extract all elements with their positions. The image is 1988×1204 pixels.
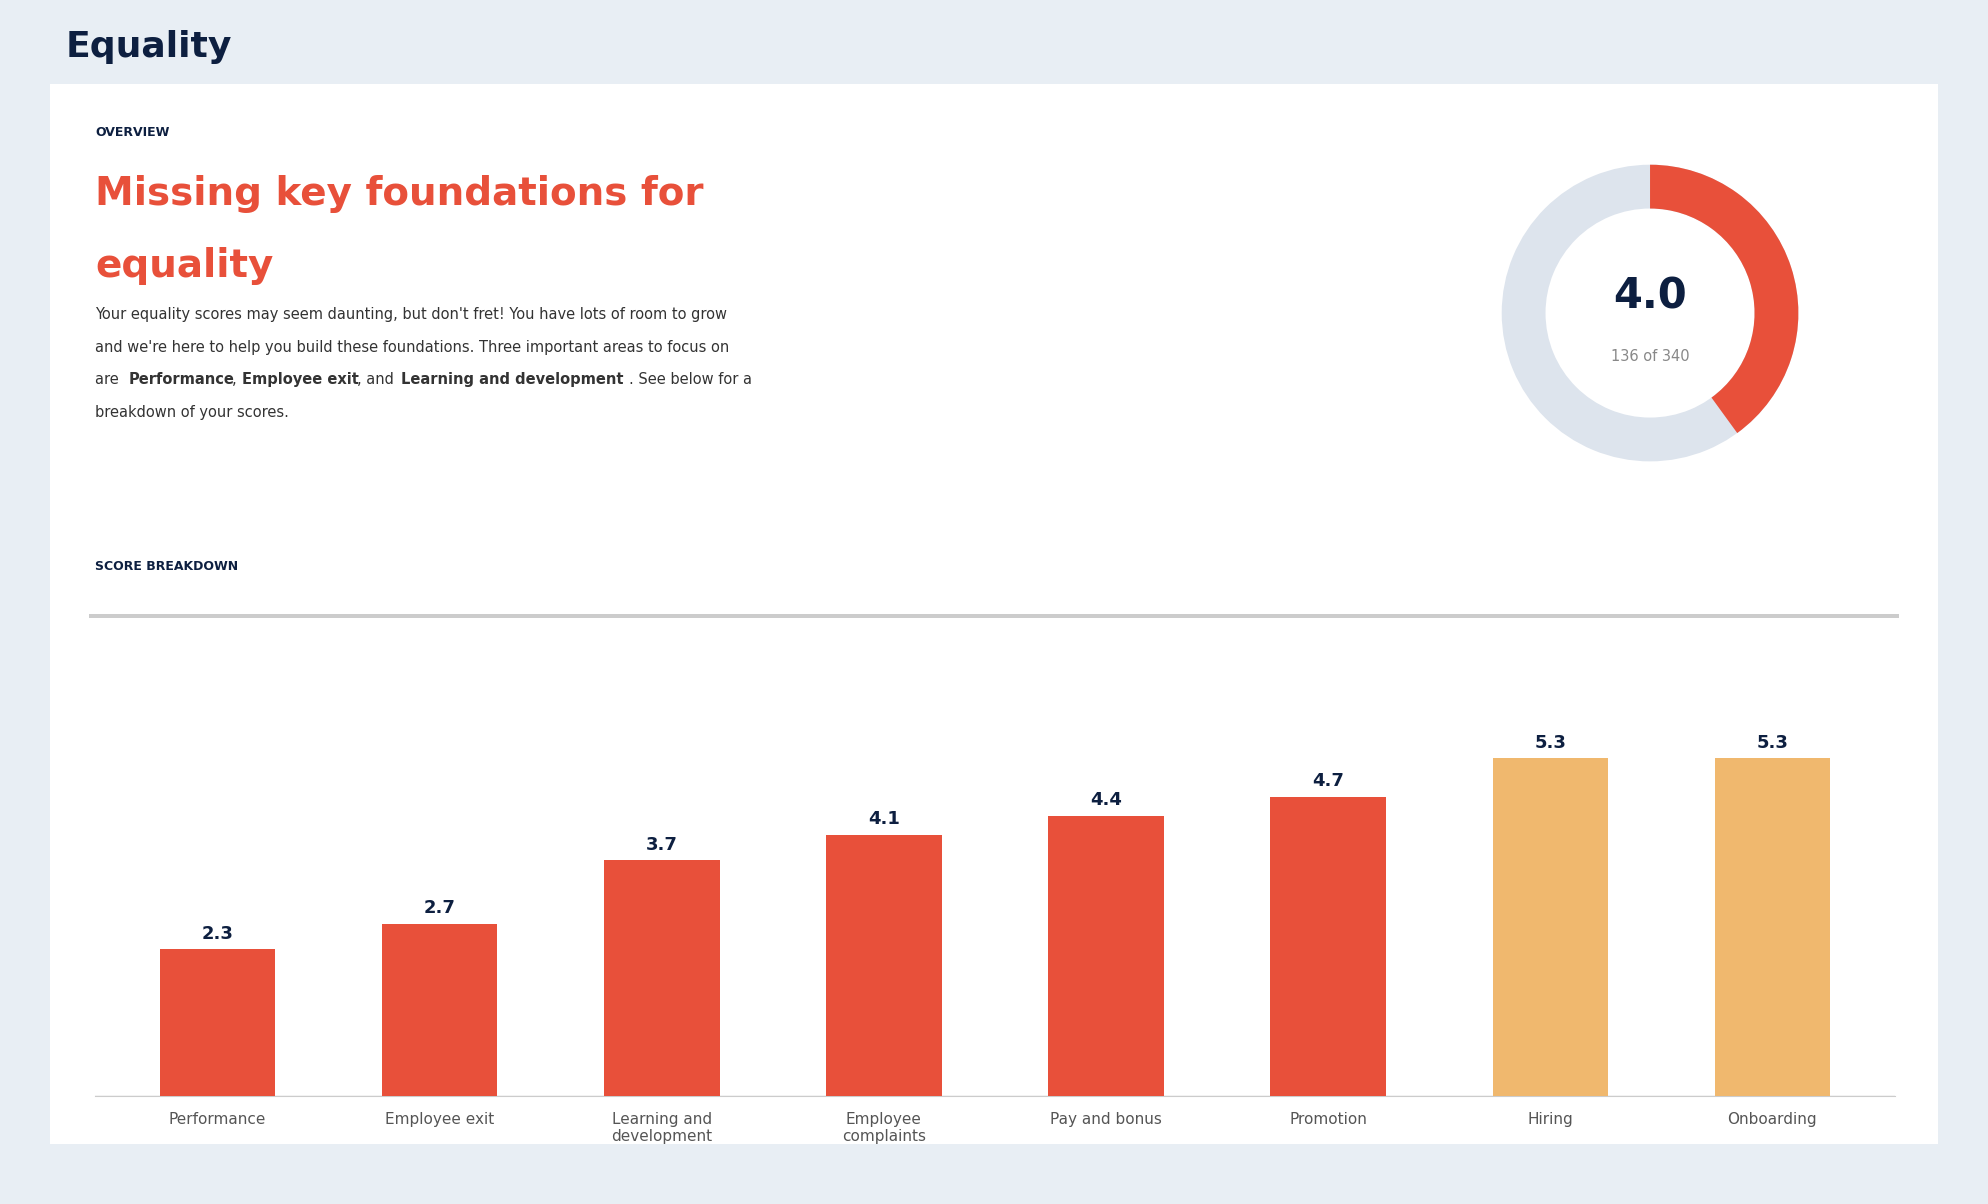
Text: Missing key foundations for: Missing key foundations for <box>95 175 704 213</box>
Text: are: are <box>95 372 123 386</box>
Wedge shape <box>1501 165 1799 461</box>
Text: , and: , and <box>358 372 394 386</box>
Bar <box>159 949 276 1096</box>
Bar <box>1048 815 1163 1096</box>
Bar <box>604 860 720 1096</box>
Text: equality: equality <box>95 247 274 285</box>
Text: Your equality scores may seem daunting, but don't fret! You have lots of room to: Your equality scores may seem daunting, … <box>95 307 728 321</box>
Bar <box>382 923 497 1096</box>
Wedge shape <box>1650 165 1799 433</box>
Text: 4.0: 4.0 <box>1612 276 1688 317</box>
Text: Employee exit: Employee exit <box>243 372 358 386</box>
Text: 5.3: 5.3 <box>1757 734 1789 752</box>
Bar <box>1493 759 1608 1096</box>
Text: ,: , <box>231 372 237 386</box>
Bar <box>827 834 942 1096</box>
Text: SCORE BREAKDOWN: SCORE BREAKDOWN <box>95 560 239 573</box>
Text: Performance: Performance <box>127 372 235 386</box>
Text: 3.7: 3.7 <box>646 836 678 854</box>
Text: and we're here to help you build these foundations. Three important areas to foc: and we're here to help you build these f… <box>95 340 730 354</box>
Text: 2.3: 2.3 <box>201 925 233 943</box>
Text: OVERVIEW: OVERVIEW <box>95 126 169 140</box>
Text: breakdown of your scores.: breakdown of your scores. <box>95 405 290 419</box>
Text: 136 of 340: 136 of 340 <box>1610 349 1690 365</box>
Text: Equality: Equality <box>66 30 233 64</box>
Text: 4.4: 4.4 <box>1089 791 1121 809</box>
Text: 4.7: 4.7 <box>1312 772 1344 790</box>
Text: Learning and development: Learning and development <box>402 372 622 386</box>
Text: 5.3: 5.3 <box>1535 734 1567 752</box>
Text: 4.1: 4.1 <box>869 810 901 828</box>
Text: 2.7: 2.7 <box>423 899 455 917</box>
Text: . See below for a: . See below for a <box>628 372 751 386</box>
Bar <box>1716 759 1831 1096</box>
Bar <box>1270 797 1386 1096</box>
